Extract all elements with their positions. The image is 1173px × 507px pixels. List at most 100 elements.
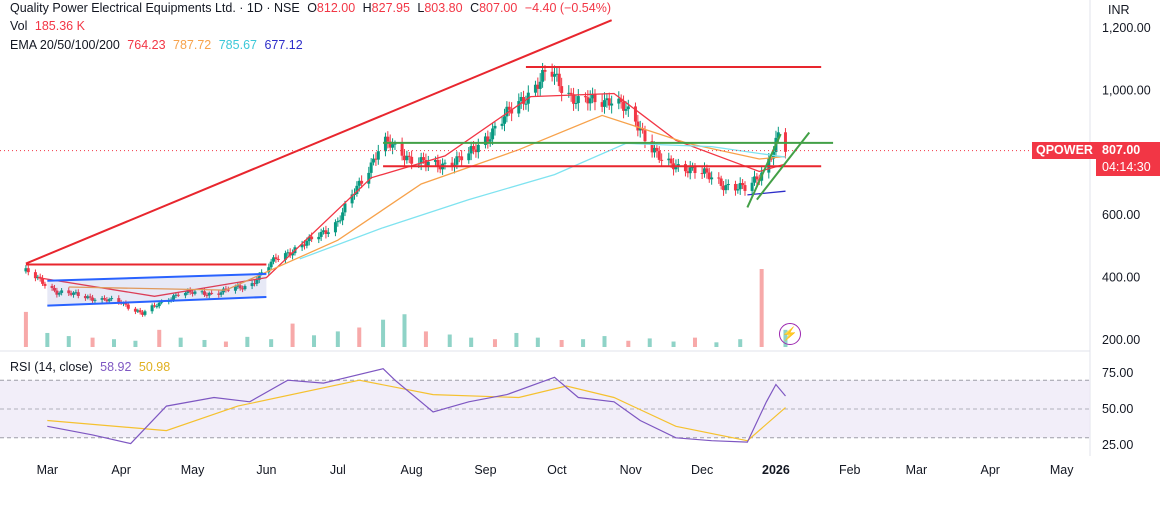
candle-body — [710, 177, 714, 180]
candle-body — [638, 128, 642, 131]
candle-body — [252, 283, 256, 285]
time-tick-label: Feb — [839, 463, 861, 477]
candle-body — [274, 257, 278, 259]
candle-body — [243, 286, 247, 290]
volume-bar — [335, 331, 340, 347]
candle-body — [669, 158, 673, 164]
candle-body — [302, 244, 306, 246]
candle-body — [586, 97, 590, 104]
volume-bar — [223, 341, 228, 347]
candle-body — [55, 290, 59, 295]
candle-body — [367, 172, 371, 184]
candle-body — [36, 276, 40, 279]
time-tick-label: Aug — [401, 463, 423, 477]
candle-body — [226, 289, 230, 291]
price-tick-label: 1,200.00 — [1102, 21, 1151, 35]
candle-body — [83, 295, 87, 299]
candle-body — [610, 103, 614, 106]
candle-body — [26, 268, 30, 273]
candle-body — [588, 98, 592, 104]
candle-body — [605, 98, 609, 101]
candle-body — [557, 73, 561, 87]
candle-body — [91, 297, 95, 301]
candle-body — [388, 141, 392, 148]
candle-body — [350, 194, 354, 204]
candle-body — [343, 203, 347, 213]
candle-body — [236, 285, 240, 287]
volume-bar — [112, 339, 117, 347]
volume-value: 185.36 K — [34, 19, 85, 33]
candle-body — [560, 86, 564, 93]
volume-bar — [45, 332, 50, 347]
candle-body — [405, 155, 409, 161]
currency-label[interactable]: INR — [1108, 3, 1130, 17]
rsi-line — [47, 368, 786, 445]
volume-bar — [602, 336, 607, 347]
candle-body — [750, 182, 754, 191]
price-change: −4.40 (−0.54%) — [524, 1, 611, 15]
candle-body — [310, 236, 314, 240]
candle-body — [603, 100, 607, 107]
candle-body — [626, 106, 630, 110]
candle-body — [233, 286, 237, 291]
volume-label: Vol — [10, 19, 28, 33]
volume-bar — [178, 337, 183, 347]
candle-body — [174, 294, 178, 296]
consolidation-top — [47, 272, 267, 282]
candle-body — [469, 146, 473, 154]
candle-body — [333, 222, 337, 233]
candle-body — [324, 230, 328, 234]
candle-body — [291, 253, 295, 256]
candle-body — [500, 123, 504, 126]
candle-body — [660, 159, 664, 161]
candle-body — [472, 146, 476, 150]
candle-body — [502, 116, 506, 124]
candle-body — [107, 299, 111, 302]
candle-body — [507, 106, 511, 110]
candle-body — [105, 299, 109, 302]
candle-body — [667, 158, 671, 161]
candle-body — [543, 69, 547, 72]
time-tick-label: Apr — [981, 463, 1000, 477]
candle-body — [493, 125, 497, 129]
candle-body — [688, 167, 692, 174]
candle-body — [155, 306, 159, 308]
candle-body — [505, 106, 509, 117]
candle-body — [60, 290, 64, 293]
candle-body — [422, 157, 426, 161]
candle-body — [550, 71, 554, 77]
candle-body — [307, 236, 311, 242]
candle-body — [100, 298, 104, 300]
candle-body — [433, 159, 437, 162]
candle-body — [72, 292, 76, 295]
candle-body — [383, 136, 387, 152]
candle-body — [110, 298, 114, 300]
volume-bar — [245, 336, 250, 347]
candle-body — [193, 291, 197, 294]
candle-body — [319, 231, 323, 237]
candle-body — [572, 94, 576, 104]
volume-bar — [671, 341, 676, 347]
time-tick-label: Jun — [256, 463, 276, 477]
candle-body — [305, 241, 309, 246]
candle-body — [93, 299, 97, 301]
candle-body — [600, 102, 604, 107]
candle-body — [372, 158, 376, 163]
flash-icon[interactable]: ⚡ — [779, 323, 801, 345]
ema-legend: EMA 20/50/100/200 764.23 787.72 785.67 6… — [10, 38, 307, 52]
candle-body — [726, 183, 730, 186]
rising-trendline — [25, 19, 613, 265]
time-tick-label: May — [181, 463, 205, 477]
candle-body — [719, 178, 723, 186]
candle-body — [376, 151, 380, 160]
candle-body — [300, 244, 304, 248]
candle-body — [160, 301, 164, 303]
candle-body — [686, 171, 690, 174]
candle-body — [202, 291, 206, 295]
candle-body — [183, 292, 187, 296]
candle-body — [657, 151, 661, 160]
ema100-line — [299, 142, 786, 260]
candle-body — [374, 158, 378, 160]
